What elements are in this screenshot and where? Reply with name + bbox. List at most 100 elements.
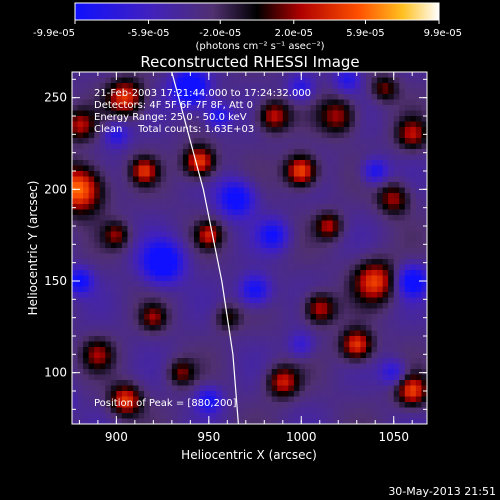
heatmap-cell — [83, 165, 90, 172]
heatmap-cell — [77, 336, 84, 343]
heatmap-cell — [327, 347, 334, 354]
heatmap-cell — [232, 110, 240, 117]
heatmap-cell — [282, 154, 289, 161]
heatmap-cell — [166, 314, 173, 321]
heatmap-cell — [249, 105, 256, 112]
heatmap-cell — [321, 242, 328, 249]
heatmap-cell — [160, 253, 167, 260]
heatmap-cell — [332, 402, 339, 409]
heatmap-cell — [377, 325, 384, 332]
heatmap-cell — [282, 330, 289, 337]
heatmap-cell — [316, 270, 323, 277]
heatmap-cell — [415, 253, 423, 260]
heatmap-cell — [399, 154, 406, 161]
heatmap-cell — [332, 121, 339, 128]
heatmap-cell — [171, 303, 178, 310]
heatmap-cell — [304, 226, 312, 233]
heatmap-cell — [354, 220, 362, 227]
heatmap-cell — [393, 248, 400, 255]
heatmap-cell — [282, 215, 289, 222]
heatmap-cell — [138, 396, 145, 403]
heatmap-cell — [327, 83, 334, 90]
heatmap-cell — [404, 319, 411, 326]
heatmap-cell — [255, 132, 262, 139]
heatmap-cell — [365, 77, 373, 84]
heatmap-cell — [415, 77, 423, 84]
heatmap-cell — [410, 105, 417, 112]
heatmap-cell — [133, 325, 140, 332]
heatmap-cell — [266, 341, 273, 348]
heatmap-cell — [127, 264, 134, 271]
heatmap-cell — [338, 303, 345, 310]
heatmap-cell — [205, 330, 212, 337]
heatmap-cell — [216, 347, 223, 354]
heatmap-cell — [160, 308, 167, 315]
heatmap-cell — [377, 275, 384, 282]
heatmap-cell — [415, 391, 423, 398]
heatmap-cell — [382, 88, 389, 95]
heatmap-cell — [88, 72, 95, 79]
heatmap-cell — [277, 363, 284, 370]
heatmap-cell — [160, 83, 167, 90]
heatmap-cell — [288, 325, 295, 332]
heatmap-cell — [293, 215, 301, 222]
heatmap-cell — [349, 132, 356, 139]
heatmap-cell — [260, 110, 267, 117]
heatmap-cell — [99, 380, 106, 387]
heatmap-cell — [94, 319, 101, 326]
heatmap-cell — [393, 226, 400, 233]
heatmap-cell — [299, 132, 306, 139]
heatmap-cell — [382, 160, 389, 167]
heatmap-cell — [199, 127, 206, 134]
heatmap-cell — [393, 303, 400, 310]
heatmap-cell — [155, 352, 162, 359]
heatmap-cell — [266, 352, 273, 359]
heatmap-cell — [133, 336, 140, 343]
heatmap-cell — [210, 220, 217, 227]
heatmap-cell — [216, 237, 223, 244]
heatmap-cell — [299, 286, 306, 293]
heatmap-cell — [354, 358, 362, 365]
heatmap-cell — [399, 264, 406, 271]
heatmap-cell — [127, 275, 134, 282]
heatmap-cell — [194, 127, 201, 134]
heatmap-cell — [421, 226, 427, 233]
heatmap-cell — [243, 77, 251, 84]
heatmap-cell — [116, 352, 123, 359]
heatmap-cell — [83, 407, 90, 414]
heatmap-cell — [238, 193, 245, 200]
heatmap-cell — [166, 253, 173, 260]
heatmap-cell — [393, 149, 400, 156]
heatmap-cell — [99, 99, 106, 106]
heatmap-cell — [138, 204, 145, 211]
heatmap-cell — [88, 138, 95, 145]
heatmap-cell — [338, 77, 345, 84]
heatmap-cell — [188, 132, 195, 139]
heatmap-cell — [277, 182, 284, 189]
heatmap-cell — [205, 292, 212, 299]
heatmap-cell — [260, 286, 267, 293]
heatmap-cell — [327, 314, 334, 321]
heatmap-cell — [216, 402, 223, 409]
heatmap-cell — [199, 330, 206, 337]
heatmap-cell — [288, 88, 295, 95]
heatmap-cell — [149, 72, 156, 79]
heatmap-cell — [288, 396, 295, 403]
heatmap-cell — [399, 297, 406, 304]
heatmap-cell — [382, 292, 389, 299]
heatmap-cell — [227, 330, 234, 337]
heatmap-cell — [415, 242, 423, 249]
heatmap-cell — [127, 292, 134, 299]
heatmap-cell — [360, 418, 367, 424]
heatmap-cell — [271, 160, 278, 167]
heatmap-cell — [415, 116, 423, 123]
heatmap-cell — [138, 143, 145, 150]
heatmap-cell — [338, 182, 345, 189]
heatmap-cell — [415, 99, 423, 106]
heatmap-cell — [83, 72, 90, 79]
heatmap-cell — [382, 396, 389, 403]
heatmap-cell — [288, 341, 295, 348]
heatmap-cell — [144, 330, 151, 337]
heatmap-cell — [238, 127, 245, 134]
colorbar-tick-label: 5.9e-05 — [346, 28, 384, 39]
